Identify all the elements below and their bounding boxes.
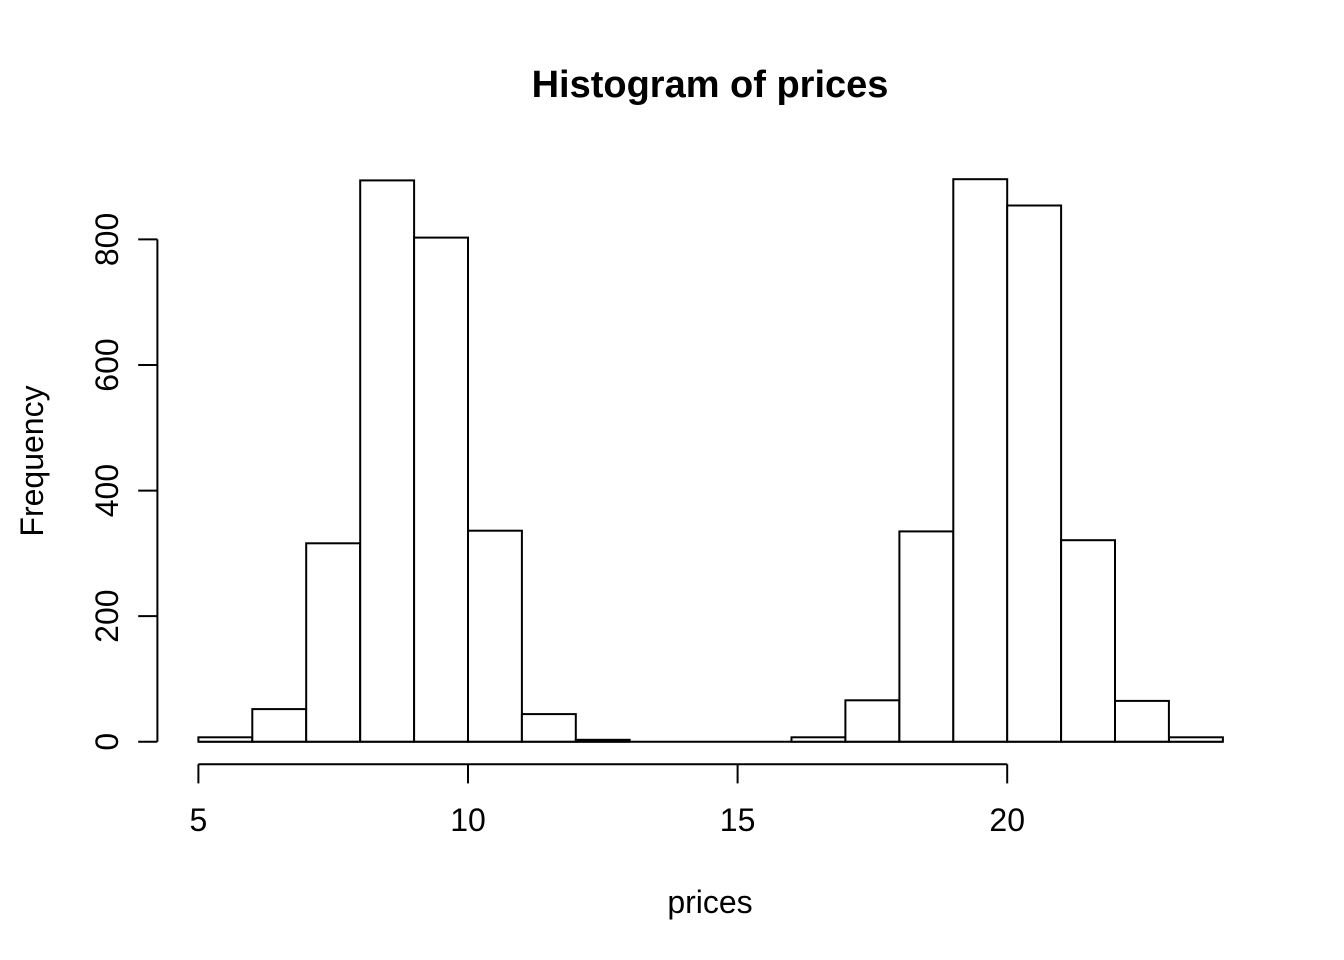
histogram-bar (467, 529, 523, 743)
y-tick-label: 400 (89, 464, 125, 517)
y-tick-label: 200 (89, 589, 125, 642)
x-tick-label: 5 (190, 802, 208, 838)
histogram-bar (574, 738, 631, 743)
histogram-bar (197, 736, 254, 743)
x-tick-label: 15 (720, 802, 756, 838)
histogram-bar (844, 699, 901, 743)
histogram-bar (898, 530, 955, 743)
histogram-bar (1006, 204, 1063, 743)
y-axis-label: Frequency (14, 385, 50, 536)
y-tick-label: 0 (89, 733, 125, 751)
histogram-bar (1168, 736, 1224, 743)
y-tick-label: 800 (89, 213, 125, 266)
histogram-bar (251, 708, 308, 743)
histogram-bar (359, 179, 416, 743)
bars-group (197, 178, 1224, 743)
histogram-bar (1114, 699, 1170, 743)
histogram-bar (790, 736, 847, 743)
histogram-bar (413, 236, 470, 743)
histogram-bar (520, 713, 577, 743)
histogram-bar (952, 178, 1009, 743)
histogram-bar (305, 542, 362, 743)
chart-title: Histogram of prices (532, 64, 889, 106)
histogram-bar (1060, 539, 1116, 743)
x-tick-label: 20 (989, 802, 1025, 838)
x-axis-label: prices (667, 884, 752, 920)
y-tick-label: 600 (89, 338, 125, 391)
x-tick-label: 10 (450, 802, 486, 838)
